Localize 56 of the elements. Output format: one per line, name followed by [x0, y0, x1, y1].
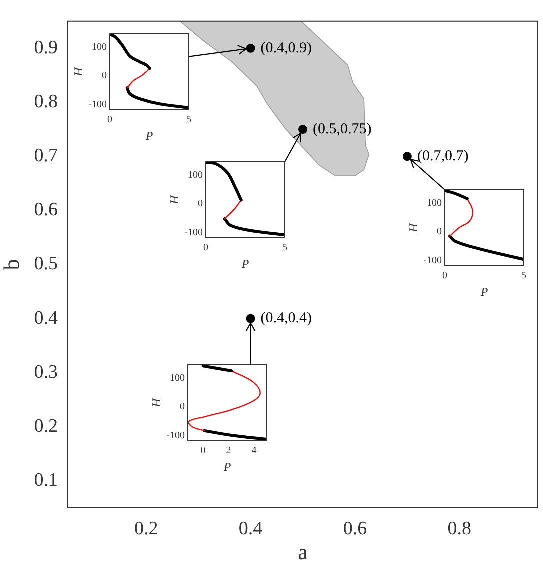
line-series — [188, 370, 261, 432]
y-axis-title: H — [167, 194, 182, 206]
y-tick-label: 100 — [92, 42, 107, 53]
y-tick-label: 0.1 — [34, 470, 58, 491]
y-tick-label: 0.8 — [34, 91, 58, 112]
y-tick-label: 100 — [427, 198, 442, 209]
annotation: (0.5,0.75) — [313, 121, 372, 138]
line-series — [110, 34, 152, 70]
y-tick-label: 0 — [102, 70, 107, 82]
x-tick-label: 0.4 — [238, 518, 264, 540]
x-tick-label: 0.2 — [134, 518, 158, 540]
x-tick-label: 5 — [186, 114, 192, 126]
y-axis-title: b — [0, 259, 24, 270]
x-axis-title: P — [222, 460, 232, 474]
y-tick-label: 100 — [170, 372, 185, 384]
y-axis-title: H — [71, 66, 86, 78]
x-tick-label: 5 — [522, 270, 526, 282]
line-series — [449, 198, 474, 237]
y-tick-label: 0.9 — [34, 37, 58, 58]
x-axis-title: P — [240, 256, 250, 271]
line-series — [206, 162, 243, 202]
y-tick-label: 0 — [198, 198, 203, 210]
line-series — [448, 234, 524, 262]
x-tick-label: 0.8 — [448, 518, 472, 540]
y-tick-label: -100 — [166, 430, 185, 442]
y-axis-title: H — [406, 222, 420, 234]
annotation: (0.7,0.7) — [417, 148, 469, 165]
y-tick-label: 100 — [188, 170, 203, 181]
x-tick-label: 4 — [252, 446, 257, 457]
x-tick-label: 0.6 — [343, 518, 368, 540]
y-tick-label: -100 — [424, 255, 442, 266]
y-tick-label: 0.7 — [34, 146, 58, 167]
line-series — [126, 86, 189, 110]
x-tick-label: 5 — [282, 242, 288, 254]
y-tick-label: 0.6 — [34, 200, 58, 221]
y-tick-label: 0.5 — [34, 254, 58, 275]
line-series — [223, 218, 285, 237]
point — [246, 314, 256, 324]
annotation: (0.4,0.4) — [260, 310, 312, 327]
annotation: (0.4,0.9) — [260, 40, 312, 56]
y-tick-label: 0 — [180, 402, 185, 413]
y-tick-label: -100 — [88, 99, 107, 110]
line-series — [126, 68, 151, 89]
point — [402, 152, 412, 162]
x-axis-title: P — [480, 284, 489, 299]
x-axis-title: P — [144, 128, 154, 143]
x-axis-title: a — [298, 540, 308, 565]
x-tick-label: 2 — [226, 446, 232, 457]
y-tick-label: 0.2 — [34, 416, 58, 437]
y-tick-label: 0 — [437, 226, 442, 238]
y-axis-title: H — [149, 397, 164, 408]
point — [298, 125, 308, 134]
y-tick-label: 0.3 — [34, 362, 58, 383]
point — [246, 44, 256, 53]
y-tick-label: -100 — [184, 227, 203, 238]
y-tick-label: 0.4 — [34, 308, 58, 329]
